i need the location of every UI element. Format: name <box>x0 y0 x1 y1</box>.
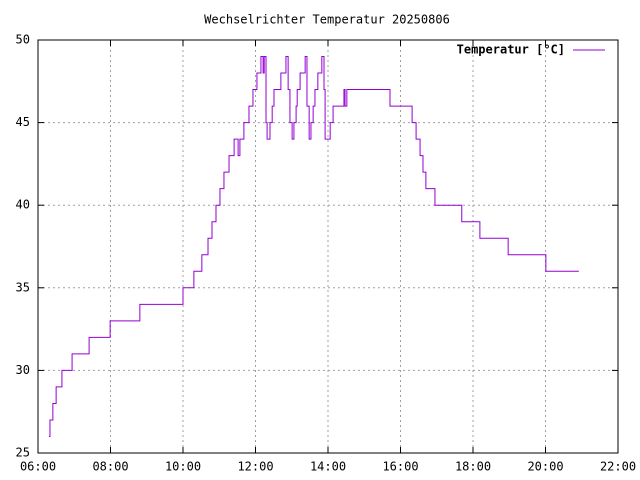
x-tick-label: 12:00 <box>237 460 273 474</box>
y-tick-label: 25 <box>16 446 30 460</box>
legend-label: Temperatur [°C] <box>457 43 565 57</box>
chart-title: Wechselrichter Temperatur 20250806 <box>204 13 450 27</box>
y-tick-label: 30 <box>16 363 30 377</box>
y-tick-label: 35 <box>16 280 30 294</box>
x-tick-label: 18:00 <box>455 460 491 474</box>
x-tick-label: 20:00 <box>527 460 563 474</box>
x-tick-label: 08:00 <box>92 460 128 474</box>
x-tick-label: 06:00 <box>20 460 56 474</box>
x-tick-label: 16:00 <box>382 460 418 474</box>
x-tick-label: 10:00 <box>165 460 201 474</box>
x-tick-label: 22:00 <box>600 460 636 474</box>
y-tick-label: 45 <box>16 115 30 129</box>
y-tick-label: 50 <box>16 33 30 47</box>
y-tick-label: 40 <box>16 198 30 212</box>
data-line <box>48 56 579 437</box>
x-tick-label: 14:00 <box>310 460 346 474</box>
